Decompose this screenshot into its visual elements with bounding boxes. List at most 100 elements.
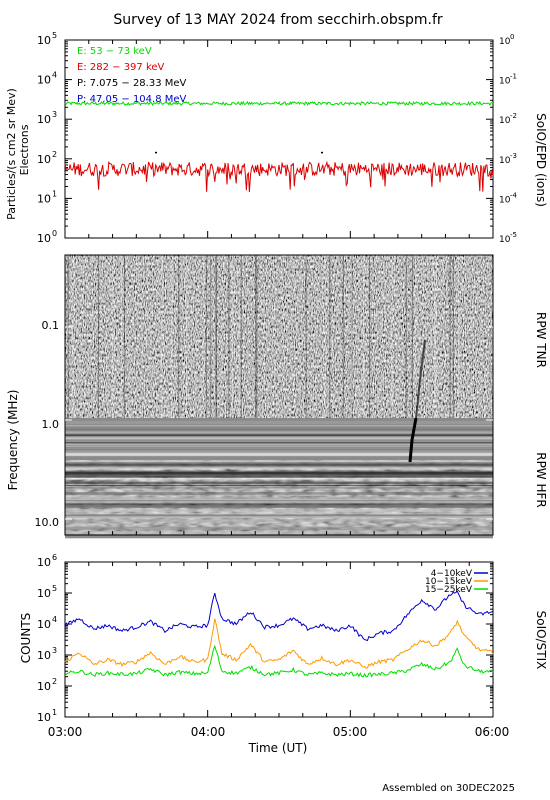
spectrogram-tnr-band (65, 255, 493, 418)
spectrogram-column (97, 255, 99, 418)
spectrogram-panel: 0.1 1.0 10.0 Frequency (MHz) RPW TNR RPW… (6, 254, 548, 539)
spectrogram-stripe (65, 452, 493, 456)
spectrogram-stripe (65, 499, 493, 503)
spectrogram-column (210, 255, 212, 418)
y-tick-exponent: 2 (52, 150, 57, 159)
radio-burst (408, 417, 418, 463)
spectrogram-stripe (65, 487, 493, 489)
spectrogram-stripe (65, 534, 493, 538)
counts-y-tick-label: 10 (37, 649, 51, 662)
spectrogram-column (351, 255, 353, 418)
spectrogram-stripe (65, 474, 493, 478)
spectrogram-column (415, 255, 417, 418)
spectrogram-column (112, 255, 114, 418)
counts-y-tick-label: 10 (37, 711, 51, 724)
spectrogram-stripe (65, 464, 493, 468)
spectrogram-column (161, 255, 163, 418)
counts-series (64, 590, 494, 678)
spectrogram-column (411, 255, 413, 418)
x-tick-0300: 03:00 (48, 725, 83, 739)
particles-frame (64, 39, 494, 239)
spectrogram-stripe (65, 477, 493, 480)
particles-y-label-2: Electrons (18, 124, 31, 175)
counts-x-ticks (64, 562, 494, 717)
particles-legend: E: 53 − 73 keV E: 282 − 397 keV P: 7.075… (77, 46, 187, 105)
legend-item-p-low: P: 7.075 − 28.33 MeV (77, 78, 187, 89)
spectrogram-column (391, 255, 393, 418)
spectrogram-stripe (65, 497, 493, 500)
counts-right-label: SoIO/STIX (534, 611, 548, 670)
spectrogram-column (452, 255, 454, 418)
spectrogram-column (210, 255, 212, 418)
spectrogram-stripe (65, 459, 493, 463)
spectrogram-column (329, 255, 331, 418)
particles-series (64, 100, 494, 193)
y-tick-label: 10 (37, 113, 51, 126)
y-tick-exponent: 3 (52, 110, 57, 119)
spectrogram-column (449, 255, 451, 418)
spectrogram-column (255, 255, 257, 418)
counts-series-line (64, 644, 494, 678)
spectrogram-column (363, 255, 364, 418)
particles-right-label: SoIO/EPD (ions) (534, 113, 548, 207)
spectrogram-column (121, 255, 122, 418)
spectrogram-stripe (65, 461, 493, 466)
x-tick-0600: 06:00 (475, 725, 510, 739)
spectrogram-column (435, 255, 437, 418)
spectrogram-column (238, 255, 240, 418)
spectrogram-column (67, 255, 69, 418)
counts-y-tick-label: 10 (37, 587, 51, 600)
counts-frame (64, 561, 494, 718)
y-tick-exponent: 1 (52, 189, 57, 198)
y2-tick-label: 10 (499, 235, 511, 245)
legend-item-p-high: P: 47.05 − 104.8 MeV (77, 94, 187, 105)
band-label-tnr: RPW TNR (534, 312, 548, 368)
y-tick-exponent: 5 (52, 31, 57, 40)
spectrogram-column (351, 255, 352, 418)
x-axis-label: Time (UT) (248, 741, 308, 755)
band-label-hfr: RPW HFR (534, 452, 548, 508)
spectrogram-column (186, 255, 188, 418)
y2-tick-label: 10 (499, 37, 511, 47)
counts-y-tick-exponent: 1 (52, 708, 57, 717)
y-tick-label: 10 (37, 192, 51, 205)
particles-y-label: Particles/(s cm2 sr Mev) (5, 88, 18, 220)
proton-point (321, 151, 323, 154)
assembled-footer: Assembled on 30DEC2025 (382, 783, 515, 794)
legend-item-4-10kev: 4−10keV (431, 569, 473, 579)
counts-y-tick-exponent: 6 (52, 553, 57, 562)
spectrogram-stripe (65, 509, 493, 513)
spectrogram-stripe (65, 443, 493, 446)
spectrogram-column (240, 255, 242, 418)
particle-series-line (64, 100, 494, 107)
particles-x-ticks (64, 40, 494, 238)
spectrogram-stripe (65, 484, 493, 487)
counts-series-line (64, 590, 494, 642)
counts-series-line (64, 618, 494, 669)
spectrogram-column (72, 255, 74, 418)
radio-burst-faint (415, 339, 426, 419)
spectrogram-column (171, 255, 173, 418)
spectrogram-y-label: Frequency (MHz) (6, 390, 20, 491)
spectrogram-column (458, 255, 459, 418)
spectrogram-column (214, 255, 216, 418)
y2-tick-label: 10 (499, 116, 511, 126)
spectrogram-column (228, 255, 230, 418)
spectrogram-stripe (65, 436, 493, 440)
spectrogram-stripe (65, 502, 493, 507)
spectrogram-stripe (65, 428, 493, 431)
spectrogram-stripe (65, 425, 493, 427)
proton-point (155, 151, 157, 154)
x-tick-0500: 05:00 (333, 725, 368, 739)
y2-tick-exponent: -5 (510, 231, 517, 239)
spectrogram-stripe (65, 515, 493, 519)
y2-tick-label: 10 (499, 77, 511, 87)
counts-y-tick-exponent: 3 (52, 646, 57, 655)
spectrogram-stripe (65, 492, 493, 495)
y-tick-label: 10 (37, 34, 51, 47)
counts-y-tick-exponent: 2 (52, 677, 57, 686)
spectrogram-stripe (65, 462, 493, 464)
